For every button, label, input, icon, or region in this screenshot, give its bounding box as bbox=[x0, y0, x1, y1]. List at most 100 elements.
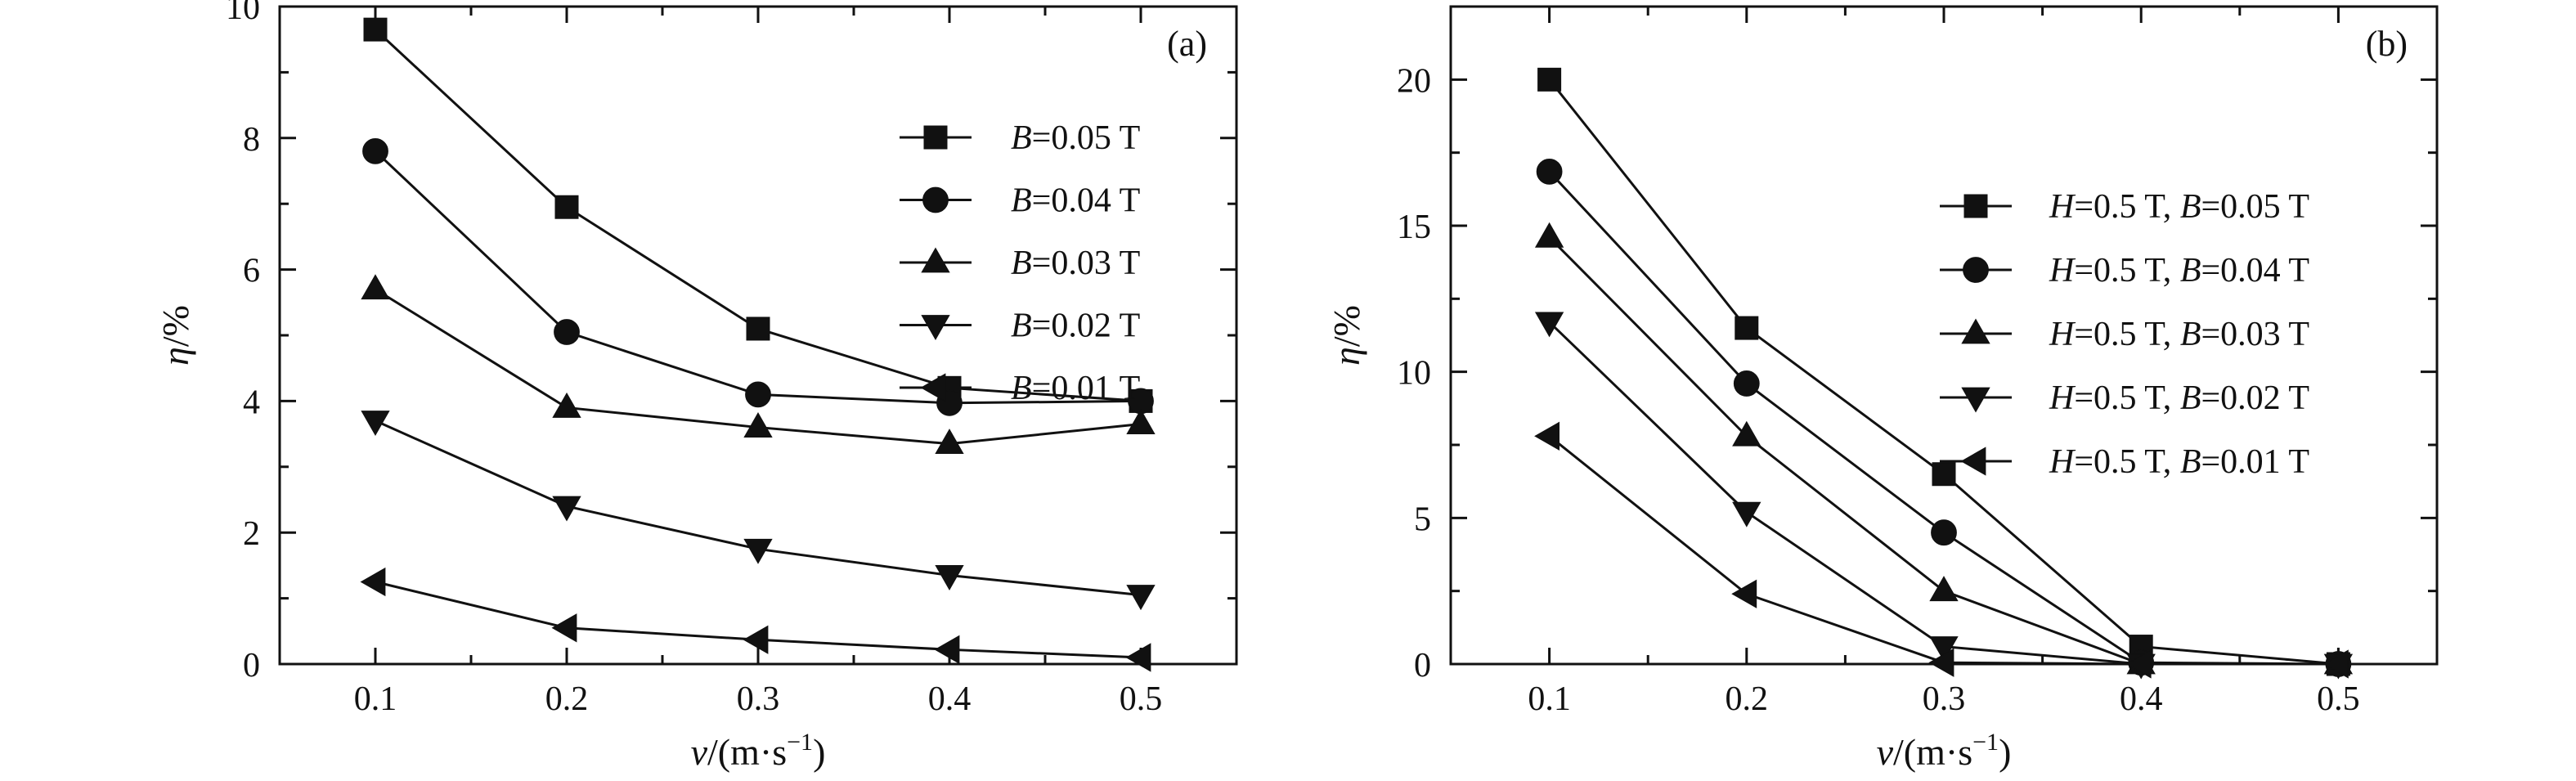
legend-marker bbox=[1961, 387, 1990, 413]
data-point bbox=[1534, 421, 1560, 451]
legend-label: H=0.5 T, B=0.03 T bbox=[2049, 316, 2309, 353]
data-point bbox=[1126, 585, 1156, 611]
data-point bbox=[1932, 462, 1956, 487]
data-point bbox=[361, 274, 390, 300]
data-point bbox=[554, 319, 580, 345]
series-3 bbox=[361, 274, 1156, 455]
data-point bbox=[935, 429, 964, 455]
legend-label: H=0.5 T, B=0.02 T bbox=[2049, 379, 2309, 417]
legend-marker bbox=[923, 125, 948, 150]
y-tick-label: 20 bbox=[1397, 62, 1431, 100]
series-5 bbox=[1534, 421, 2349, 679]
x-tick-label: 0.5 bbox=[2317, 680, 2360, 718]
legend-marker bbox=[921, 315, 950, 341]
legend-marker bbox=[922, 186, 949, 213]
data-point bbox=[554, 195, 579, 219]
data-point bbox=[1929, 576, 1959, 602]
data-point bbox=[935, 565, 964, 590]
legend-entry: B=0.02 T bbox=[900, 307, 1140, 345]
data-point bbox=[362, 137, 388, 164]
y-tick-label: 10 bbox=[1397, 355, 1431, 393]
data-point bbox=[743, 625, 769, 654]
data-point bbox=[552, 392, 581, 418]
data-point bbox=[743, 538, 773, 564]
data-point bbox=[1731, 579, 1757, 608]
data-point bbox=[2322, 649, 2349, 679]
data-point bbox=[1537, 67, 1562, 92]
data-point bbox=[1735, 316, 1759, 340]
y-axis-label: η/% bbox=[155, 305, 196, 366]
data-point bbox=[1733, 370, 1760, 397]
legend-marker bbox=[1963, 257, 1989, 283]
y-tick-label: 5 bbox=[1414, 500, 1431, 538]
x-tick-label: 0.1 bbox=[1528, 680, 1571, 718]
legend-entry: B=0.01 T bbox=[900, 370, 1140, 407]
legend-label: H=0.5 T, B=0.04 T bbox=[2049, 252, 2309, 290]
y-tick-label: 2 bbox=[243, 515, 260, 553]
x-tick-label: 0.3 bbox=[1923, 680, 1966, 718]
y-tick-label: 6 bbox=[243, 253, 260, 290]
legend-entry: H=0.5 T, B=0.05 T bbox=[1940, 188, 2309, 226]
series-line bbox=[1548, 321, 2339, 666]
legend-entry: H=0.5 T, B=0.01 T bbox=[1940, 443, 2309, 481]
data-point bbox=[360, 567, 386, 597]
x-tick-label: 0.4 bbox=[928, 680, 972, 718]
x-axis-label: v/(m·s−1) bbox=[691, 729, 826, 773]
data-point bbox=[1929, 636, 1959, 662]
series-5 bbox=[360, 567, 1151, 672]
data-point bbox=[746, 316, 770, 341]
data-point bbox=[552, 496, 581, 522]
data-point bbox=[1126, 409, 1156, 434]
data-point bbox=[1931, 519, 1957, 546]
y-tick-label: 10 bbox=[226, 0, 260, 27]
x-tick-label: 0.3 bbox=[737, 680, 780, 718]
data-point bbox=[1732, 501, 1761, 527]
legend-entry: B=0.05 T bbox=[900, 119, 1140, 157]
data-point bbox=[361, 411, 390, 437]
panel-label: (a) bbox=[1167, 24, 1207, 64]
legend-entry: B=0.04 T bbox=[900, 182, 1140, 220]
data-point bbox=[1732, 420, 1761, 447]
legend-marker bbox=[920, 373, 946, 402]
x-tick-label: 0.2 bbox=[545, 680, 589, 718]
legend-marker bbox=[1963, 194, 1988, 218]
x-tick-label: 0.1 bbox=[354, 680, 397, 718]
legend-marker bbox=[1961, 318, 1990, 344]
y-tick-label: 8 bbox=[243, 121, 260, 159]
series-4 bbox=[1534, 312, 2354, 680]
panel-a: 0.1 0.2 0.3 0.4 0.5 0 2 4 6 8 10 v/(m·s−1) η/% (a) B=0… bbox=[155, 0, 1238, 773]
data-point bbox=[1534, 222, 1564, 248]
y-axis-label: η/% bbox=[1326, 305, 1367, 366]
legend-label: H=0.5 T, B=0.05 T bbox=[2049, 188, 2309, 226]
legend-label: B=0.02 T bbox=[1011, 307, 1140, 345]
data-point bbox=[1125, 643, 1151, 672]
legend-marker bbox=[1960, 447, 1986, 476]
legend-label: B=0.03 T bbox=[1011, 245, 1140, 282]
legend-marker bbox=[921, 247, 950, 273]
data-point bbox=[1928, 648, 1954, 677]
legend: H=0.5 T, B=0.05 T H=0.5 T, B=0.04 T H=0.5 … bbox=[1940, 188, 2309, 481]
legend-label: B=0.05 T bbox=[1011, 119, 1140, 157]
y-tick-label: 15 bbox=[1397, 209, 1431, 246]
x-tick-label: 0.2 bbox=[1726, 680, 1769, 718]
legend-label: B=0.01 T bbox=[1011, 370, 1140, 407]
legend: B=0.05 T B=0.04 T B=0.03 T B=0.02 T B=0.01 T bbox=[900, 119, 1140, 407]
y-tick-label: 4 bbox=[243, 384, 260, 421]
data-point bbox=[551, 613, 577, 643]
x-tick-label: 0.5 bbox=[1120, 680, 1163, 718]
y-tick-label: 0 bbox=[1414, 647, 1431, 684]
series-4 bbox=[361, 411, 1156, 611]
data-point bbox=[743, 412, 773, 438]
data-point bbox=[1534, 312, 1564, 338]
data-point bbox=[1536, 158, 1563, 185]
data-point bbox=[363, 17, 388, 42]
panel-label: (b) bbox=[2366, 24, 2408, 64]
y-tick-label: 0 bbox=[243, 647, 260, 684]
series-line bbox=[375, 420, 1142, 597]
data-point bbox=[2125, 649, 2152, 679]
data-point bbox=[745, 381, 771, 408]
x-tick-label: 0.4 bbox=[2120, 680, 2163, 718]
x-axis-label: v/(m·s−1) bbox=[1877, 729, 2012, 773]
legend-entry: H=0.5 T, B=0.02 T bbox=[1940, 379, 2309, 417]
